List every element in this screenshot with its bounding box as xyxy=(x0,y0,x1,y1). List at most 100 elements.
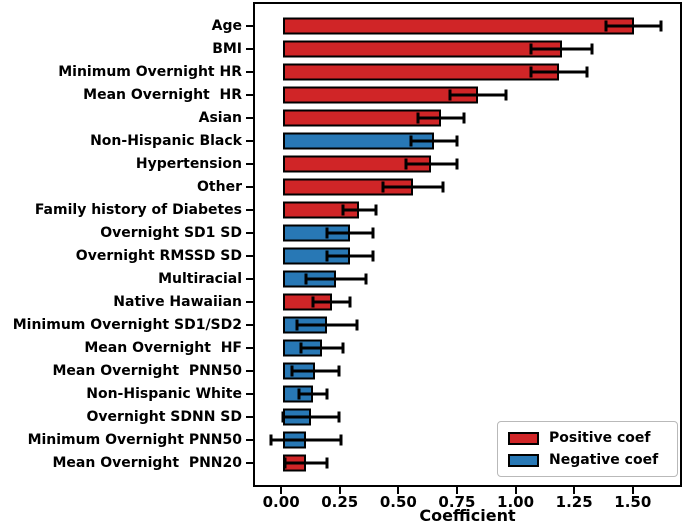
x-tick-label: 1.00 xyxy=(497,493,535,511)
error-bar-cap xyxy=(364,273,368,285)
y-axis-label: Overnight SDNN SD xyxy=(86,409,242,426)
x-tick-label: 1.25 xyxy=(555,493,593,511)
y-tick-row: Minimum Overnight HR xyxy=(0,60,253,83)
y-axis-label: Mean Overnight HF xyxy=(84,340,242,357)
y-tick-row: Mean Overnight HR xyxy=(0,83,253,106)
y-tick-row: Asian xyxy=(0,106,253,129)
error-bar xyxy=(417,116,464,120)
error-bar xyxy=(292,369,339,373)
bar-row xyxy=(255,244,680,267)
y-tick-mark xyxy=(246,393,253,396)
y-axis-label: BMI xyxy=(212,40,242,57)
legend: Positive coef Negative coef xyxy=(497,421,678,477)
error-bar xyxy=(296,323,358,327)
y-axis-label: Non-Hispanic Black xyxy=(90,132,242,149)
plot-area: Positive coef Negative coef xyxy=(253,2,682,487)
y-axis-label: Minimum Overnight SD1/SD2 xyxy=(12,317,242,334)
legend-label-positive: Positive coef xyxy=(549,430,651,446)
error-bar xyxy=(299,392,327,396)
bar-positive xyxy=(282,17,634,35)
y-tick-mark xyxy=(246,278,253,281)
error-bar-cap xyxy=(281,411,285,423)
bar-row xyxy=(255,268,680,291)
x-tick-mark xyxy=(455,487,458,494)
y-axis-label: Age xyxy=(211,17,242,34)
error-bar-cap xyxy=(325,227,329,239)
error-bar-cap xyxy=(371,227,375,239)
error-bar-cap xyxy=(455,135,459,147)
error-bar-cap xyxy=(337,365,341,377)
y-tick-row: BMI xyxy=(0,37,253,60)
error-bar-cap xyxy=(311,296,315,308)
y-axis-label: Minimum Overnight HR xyxy=(58,63,242,80)
x-tick-mark xyxy=(338,487,341,494)
y-axis-label: Other xyxy=(197,178,242,195)
error-bar-cap xyxy=(455,158,459,170)
error-bar-cap xyxy=(374,204,378,216)
error-bar-cap xyxy=(339,434,343,446)
error-bar-cap xyxy=(341,204,345,216)
y-tick-mark xyxy=(246,416,253,419)
x-axis: 0.00 0.25 0.50 0.75 1.00 1.25 1.50 xyxy=(253,487,682,511)
bar-row xyxy=(255,221,680,244)
y-tick-mark xyxy=(246,324,253,327)
y-tick-mark xyxy=(246,462,253,465)
x-tick-mark xyxy=(397,487,400,494)
bar-row xyxy=(255,60,680,83)
y-tick-row: Minimum Overnight PNN50 xyxy=(0,429,253,452)
error-bar xyxy=(531,70,588,74)
error-bar-cap xyxy=(585,66,589,78)
y-tick-row: Overnight RMSSD SD xyxy=(0,244,253,267)
x-tick-mark xyxy=(573,487,576,494)
legend-entry-positive: Positive coef xyxy=(508,431,667,445)
y-axis-label: Asian xyxy=(198,109,242,126)
y-tick-row: Mean Overnight PNN50 xyxy=(0,360,253,383)
y-tick-row: Mean Overnight HF xyxy=(0,337,253,360)
x-axis-title: Coefficient xyxy=(419,506,516,525)
y-axis-label: Hypertension xyxy=(135,155,242,172)
positive-coef-swatch xyxy=(508,431,539,445)
error-bar-cap xyxy=(348,296,352,308)
bar-row xyxy=(255,452,680,475)
y-tick-mark xyxy=(246,93,253,96)
error-bar-cap xyxy=(299,342,303,354)
y-tick-row: Mean Overnight PNN20 xyxy=(0,452,253,475)
y-tick-mark xyxy=(246,24,253,27)
error-bar xyxy=(271,438,341,442)
error-bar xyxy=(450,93,506,97)
y-axis-label: Overnight RMSSD SD xyxy=(75,247,242,264)
y-tick-row: Overnight SD1 SD xyxy=(0,221,253,244)
error-bar-cap xyxy=(290,365,294,377)
y-tick-mark xyxy=(246,116,253,119)
y-axis-label: Mean Overnight PNN20 xyxy=(52,455,242,472)
error-bar-cap xyxy=(269,434,273,446)
error-bar-cap xyxy=(304,273,308,285)
y-tick-mark xyxy=(246,439,253,442)
y-tick-mark xyxy=(246,254,253,257)
error-bar xyxy=(313,300,351,304)
y-tick-mark xyxy=(246,162,253,165)
bar-row xyxy=(255,383,680,406)
negative-coef-swatch xyxy=(508,453,539,467)
y-tick-row: Family history of Diabetes xyxy=(0,198,253,221)
error-bar-cap xyxy=(604,20,608,32)
bar-row xyxy=(255,14,680,37)
error-bar-cap xyxy=(590,43,594,55)
x-tick-label: 0.25 xyxy=(321,493,359,511)
error-bar xyxy=(326,231,374,235)
y-tick-mark xyxy=(246,301,253,304)
y-tick-mark xyxy=(246,70,253,73)
error-bar xyxy=(306,277,367,281)
x-tick-mark xyxy=(514,487,517,494)
y-axis-label: Mean Overnight HR xyxy=(83,86,242,103)
y-axis-label: Mean Overnight PNN50 xyxy=(52,363,242,380)
error-bar xyxy=(326,254,374,258)
x-tick-label: 1.50 xyxy=(614,493,652,511)
y-tick-mark xyxy=(246,347,253,350)
bar-row xyxy=(255,106,680,129)
error-bar xyxy=(410,139,458,143)
error-bar xyxy=(405,162,458,166)
y-axis-label: Family history of Diabetes xyxy=(34,201,242,218)
bar-row xyxy=(255,337,680,360)
